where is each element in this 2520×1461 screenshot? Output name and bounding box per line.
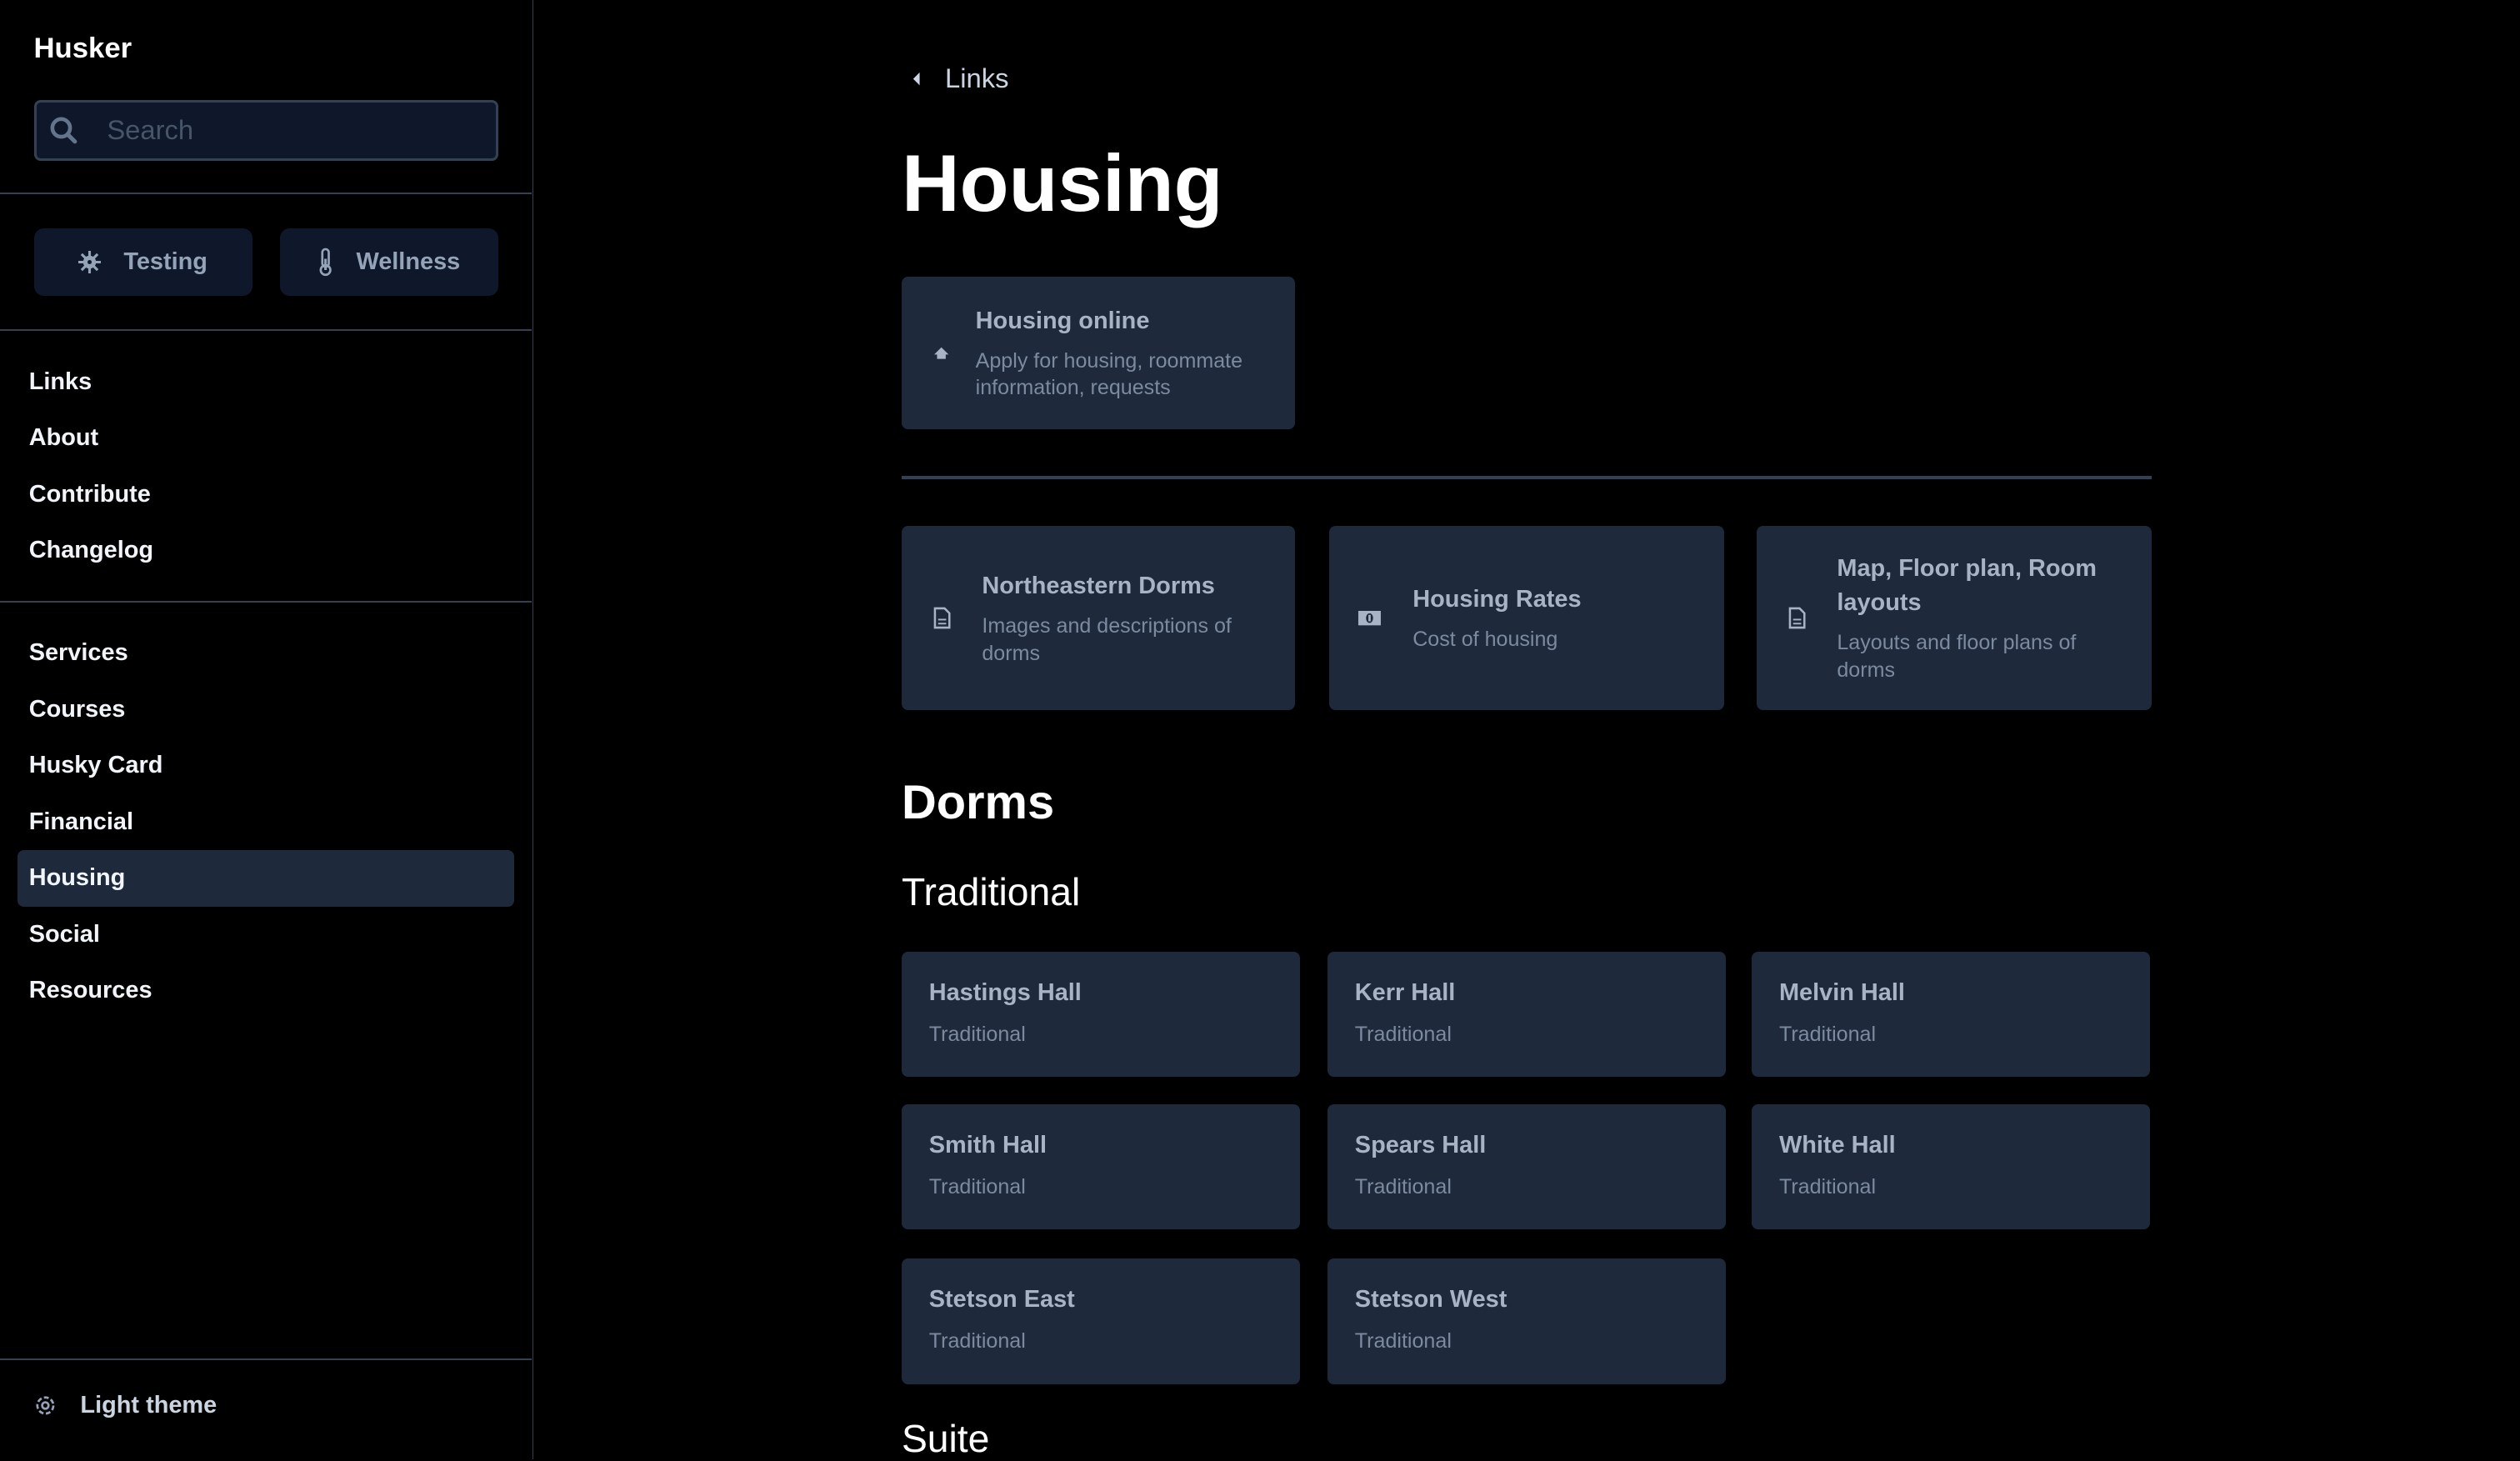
dorm-name: Stetson East [928,1285,1075,1313]
search-box[interactable] [33,99,498,161]
sidebar-item-changelog[interactable]: Changelog [28,537,154,564]
dorm-name: White Hall [1778,1131,1896,1158]
sidebar-item-services[interactable]: Services [28,639,128,667]
dorm-name: Spears Hall [1354,1131,1487,1158]
back-link-label: Links [945,63,1009,94]
sidebar-item-housing[interactable]: Housing [18,850,515,907]
chevron-left-icon [912,72,920,85]
virus-icon [78,250,102,273]
sidebar-item-financial[interactable]: Financial [28,808,133,835]
card-title: Map, Floor plan, Room layouts [1837,555,2097,616]
subsection-heading: Suite [901,1417,990,1461]
dorm-card[interactable]: Kerr Hall Traditional [1328,951,1727,1078]
housing-online-card[interactable]: Housing online Apply for housing, roomma… [901,276,1296,429]
wellness-label: Wellness [356,248,461,275]
dorm-type: Traditional [1354,1022,1452,1046]
sidebar-item-links[interactable]: Links [28,368,92,395]
dorm-card[interactable]: Stetson East Traditional [901,1258,1301,1384]
gear-icon [35,1396,54,1415]
theme-toggle-label: Light theme [80,1392,218,1419]
home-icon [934,347,949,359]
section-heading: Dorms [901,775,1055,829]
dorm-card[interactable]: Melvin Hall Traditional [1752,951,2151,1078]
dorm-type: Traditional [1778,1022,1877,1046]
divider [0,329,532,332]
card-desc: Layouts and floor plans of dorms [1837,631,2077,682]
sidebar: Husker Testing Wellness Links About Cont… [0,0,534,1460]
sidebar-item-courses[interactable]: Courses [28,695,126,723]
sidebar-item-social[interactable]: Social [28,920,100,948]
dorm-card[interactable]: White Hall Traditional [1752,1103,2151,1230]
page-title: Housing [901,138,1223,228]
divider [0,1358,532,1360]
brand-title: Husker [33,32,132,64]
nav-group-info: Links About Contribute Changelog [18,353,514,578]
dorm-type: Traditional [1354,1329,1452,1353]
subsection-heading: Traditional [901,870,1081,914]
testing-label: Testing [123,248,208,275]
money-icon [1358,610,1381,626]
sidebar-item-contribute[interactable]: Contribute [28,480,151,508]
testing-button[interactable]: Testing [33,228,252,296]
dorm-card[interactable]: Hastings Hall Traditional [901,951,1301,1078]
card-title: Housing Rates [1412,586,1582,613]
search-icon [50,117,78,144]
divider [0,601,532,603]
card-title: Housing online [975,307,1150,334]
search-input[interactable] [107,114,461,147]
link-card-maps[interactable]: Map, Floor plan, Room layouts Layouts an… [1756,525,2152,711]
dorm-card[interactable]: Spears Hall Traditional [1328,1103,1727,1230]
card-title: Northeastern Dorms [982,572,1215,599]
dorm-type: Traditional [928,1175,1026,1198]
document-icon [933,607,951,629]
link-card-rates[interactable]: Housing Rates Cost of housing [1328,525,1725,711]
dorm-type: Traditional [1354,1175,1452,1198]
card-desc: Cost of housing [1412,628,1558,652]
dorm-card[interactable]: Smith Hall Traditional [901,1103,1301,1230]
dorm-card[interactable]: Stetson West Traditional [1328,1258,1727,1384]
dorm-type: Traditional [928,1022,1026,1046]
back-link[interactable]: Links [910,63,1009,94]
card-desc: Apply for housing, roommate information,… [975,348,1243,400]
sidebar-item-about[interactable]: About [28,424,99,452]
theme-toggle[interactable]: Light theme [32,1392,218,1419]
dorm-type: Traditional [1778,1175,1877,1198]
dorm-name: Kerr Hall [1354,978,1456,1006]
wellness-button[interactable]: Wellness [279,228,498,296]
dorm-name: Stetson West [1354,1285,1508,1313]
link-card-dorms[interactable]: Northeastern Dorms Images and descriptio… [901,525,1296,711]
document-icon [1788,607,1806,629]
divider [0,193,532,195]
sidebar-item-husky-card[interactable]: Husky Card [28,752,163,779]
dorm-name: Smith Hall [928,1131,1048,1158]
sidebar-item-resources[interactable]: Resources [28,977,152,1004]
dorm-type: Traditional [928,1329,1026,1353]
section-divider [901,475,2152,479]
nav-group-main: Services Courses Husky Card Financial Ho… [18,625,515,1019]
dorm-name: Melvin Hall [1778,978,1905,1006]
thermometer-icon [319,248,332,277]
dorm-name: Hastings Hall [928,978,1082,1006]
card-desc: Images and descriptions of dorms [982,613,1232,665]
